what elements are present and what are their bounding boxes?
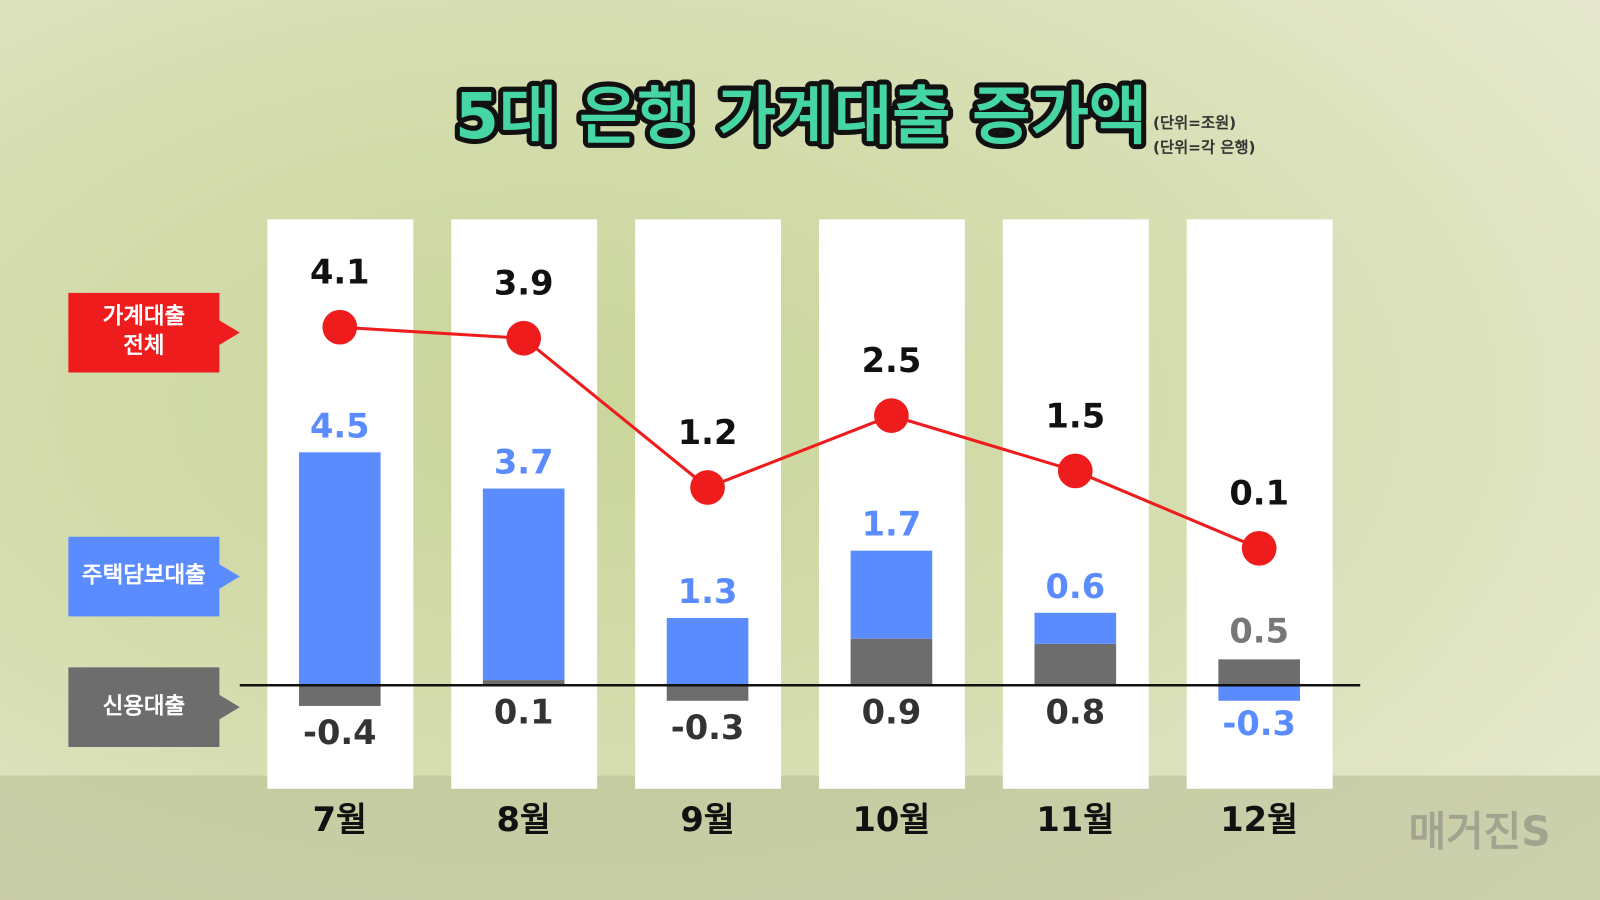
bar bbox=[1034, 643, 1117, 686]
bar bbox=[666, 617, 749, 686]
value-label: -0.4 bbox=[303, 713, 377, 752]
value-label: 4.5 bbox=[310, 406, 370, 445]
x-tick-label: 11월 bbox=[1036, 800, 1114, 839]
point bbox=[322, 309, 358, 345]
value-label: 0.9 bbox=[862, 692, 922, 731]
value-label: 3.9 bbox=[494, 264, 554, 303]
value-label: 0.5 bbox=[1229, 611, 1289, 650]
point bbox=[506, 320, 542, 356]
value-label: -0.3 bbox=[671, 708, 745, 747]
point bbox=[874, 398, 909, 433]
bar bbox=[850, 638, 933, 686]
value-label: 0.1 bbox=[1229, 474, 1289, 513]
point bbox=[1241, 530, 1277, 566]
legend-box bbox=[68, 667, 240, 747]
x-tick-label: 8월 bbox=[496, 800, 550, 839]
legend-label-box: 신용대출 bbox=[102, 693, 186, 720]
value-label: 0.6 bbox=[1045, 567, 1105, 606]
value-label: 0.8 bbox=[1045, 692, 1105, 731]
x-tick-label: 10월 bbox=[853, 800, 931, 839]
value-label: 2.5 bbox=[862, 341, 922, 380]
value-label: 1.3 bbox=[678, 572, 738, 611]
point bbox=[1057, 453, 1093, 489]
value-label: 1.2 bbox=[678, 413, 738, 452]
value-label: 3.7 bbox=[494, 443, 554, 482]
table-surface bbox=[0, 775, 1600, 900]
bar bbox=[482, 488, 565, 681]
x-tick-label: 7월 bbox=[313, 800, 367, 839]
legend-label-box: 가계대출 전체 bbox=[102, 304, 186, 360]
bar bbox=[1218, 659, 1300, 686]
legend-label: 가계대출 전체 bbox=[102, 304, 186, 360]
value-label: -0.3 bbox=[1222, 704, 1296, 743]
column-panel bbox=[818, 219, 965, 789]
bar bbox=[298, 685, 381, 706]
bar bbox=[482, 680, 565, 686]
value-label: 1.7 bbox=[862, 505, 922, 544]
bar bbox=[1218, 685, 1300, 701]
value-label: 4.1 bbox=[310, 253, 370, 292]
legend-box bbox=[68, 292, 240, 373]
bar bbox=[850, 550, 933, 639]
legend-label-box: 주택담보대출 bbox=[81, 562, 206, 589]
column-panel bbox=[1002, 219, 1149, 789]
point bbox=[690, 470, 725, 505]
value-label: 0.1 bbox=[494, 692, 554, 731]
bar bbox=[298, 452, 381, 686]
chart-title: 5대 은행 가계대출 증가액 bbox=[455, 79, 1147, 153]
unit-note: (단위=각 은행) bbox=[1153, 138, 1255, 156]
bar bbox=[666, 685, 749, 701]
line bbox=[339, 325, 1260, 550]
legend-label: 신용대출 bbox=[102, 693, 186, 720]
unit-note: (단위=조원) bbox=[1153, 114, 1236, 132]
x-tick-label: 12월 bbox=[1220, 800, 1298, 839]
watermark: 매거진S bbox=[1409, 808, 1551, 856]
bar bbox=[1034, 612, 1117, 644]
legend-label: 주택담보대출 bbox=[81, 562, 206, 589]
legend-box bbox=[68, 536, 240, 617]
value-label: 1.5 bbox=[1045, 396, 1105, 435]
x-tick-label: 9월 bbox=[680, 800, 734, 839]
